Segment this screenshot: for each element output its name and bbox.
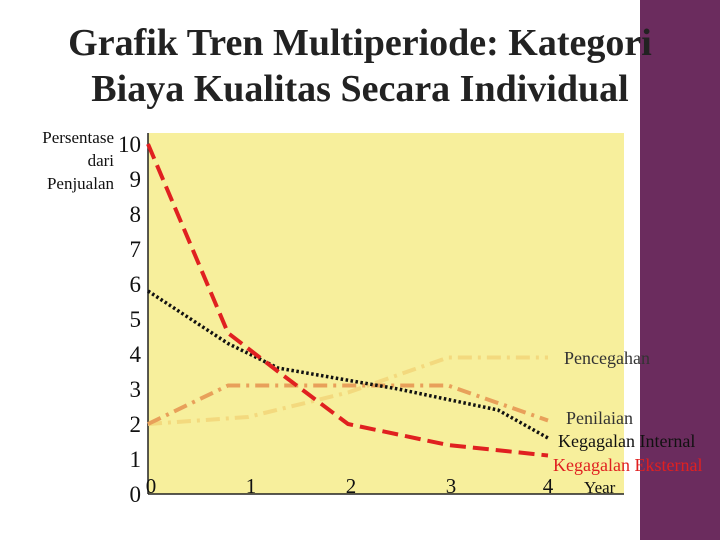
y-tick-label: 6	[130, 272, 142, 297]
series-lines	[146, 143, 549, 458]
x-tick-label: 0	[146, 474, 157, 498]
y-axis-label-line-1: Persentase	[42, 128, 114, 147]
y-axis-label: Persentase dari Penjualan	[20, 126, 114, 195]
y-tick-label: 0	[130, 482, 142, 507]
y-tick-labels: 0 1 2 3 4 5 6 7 8 9 10	[118, 132, 142, 507]
title-line-2: Biaya Kualitas Secara Individual	[91, 68, 629, 110]
legend-external-word-1: Kegagalan	[553, 455, 630, 475]
y-tick-label: 8	[130, 202, 142, 227]
y-tick-label: 1	[130, 447, 142, 472]
x-tick-label: 1	[246, 474, 257, 498]
legend-label-kegagalan-internal: Kegagalan Internal	[558, 431, 695, 451]
title-line-1: Grafik Tren Multiperiode: Kategori	[68, 22, 652, 64]
y-tick-label: 9	[130, 167, 142, 192]
y-tick-label: 2	[130, 412, 142, 437]
x-tick-label: 2	[346, 474, 357, 498]
legend-label-pencegahan: Pencegahan	[564, 348, 650, 368]
y-tick-label: 10	[118, 132, 141, 157]
legend-label-penilaian: Penilaian	[566, 408, 633, 428]
y-axis-label-line-3: Penjualan	[46, 174, 114, 193]
plot-area	[148, 133, 624, 494]
y-tick-label: 4	[130, 342, 142, 367]
x-tick-label: 3	[446, 474, 457, 498]
x-tick-labels: 0 1 2 3 4	[146, 474, 554, 498]
legend-label-kegagalan-eksternal: Kegagalan Eksternal	[553, 455, 702, 475]
side-decoration-bar	[640, 0, 720, 540]
series-line-kegagalan-internal	[147, 289, 549, 440]
y-axis-label-line-2: dari	[87, 151, 114, 170]
series-line-pencegahan	[147, 355, 548, 426]
slide-title: Grafik Tren Multiperiode: Kategori Biaya…	[0, 20, 720, 112]
series-line-kegagalan-eksternal	[146, 143, 549, 458]
x-axis-label: Year	[584, 478, 616, 497]
y-tick-label: 7	[130, 237, 142, 262]
y-tick-label: 5	[130, 307, 142, 332]
x-tick-label: 4	[543, 474, 554, 498]
series-line-penilaian	[147, 383, 549, 426]
y-tick-label: 3	[130, 377, 142, 402]
legend-external-word-2: Eksternal	[634, 455, 702, 475]
